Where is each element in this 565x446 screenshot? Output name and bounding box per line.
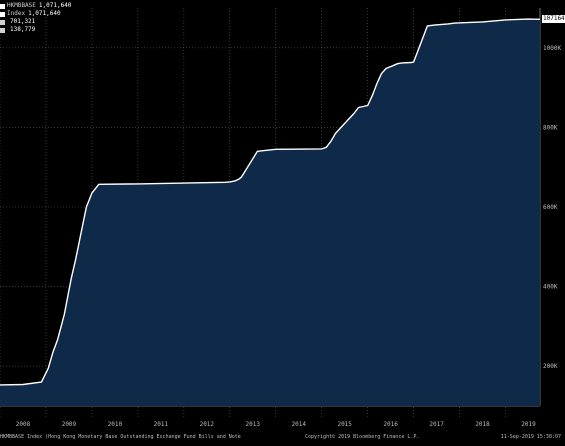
- x-tick-label: 2011: [154, 421, 169, 428]
- y-tick-label: 800K: [543, 124, 558, 131]
- legend-name: HKMBBASE: [7, 2, 36, 9]
- legend-row: 138,779: [0, 26, 71, 34]
- x-tick-label: 2010: [108, 421, 123, 428]
- legend-value: 1,071,640: [28, 10, 61, 17]
- x-tick-label: 2019: [521, 421, 536, 428]
- legend-name: Index: [7, 10, 26, 17]
- x-tick-label: 2018: [475, 421, 490, 428]
- legend-row: HKMBBASE 1,071,640: [0, 2, 71, 10]
- x-tick-label: 2013: [246, 421, 261, 428]
- x-tick-label: 2008: [16, 421, 31, 428]
- y-tick-label: 200K: [543, 363, 558, 370]
- area-fill: [0, 19, 540, 406]
- legend-swatch: [0, 3, 5, 9]
- legend-value: 138,779: [10, 26, 36, 33]
- legend-value: 1,071,640: [38, 2, 72, 9]
- legend: HKMBBASE 1,071,640 Index 1,071,640 701,3…: [0, 2, 71, 34]
- y-tick-label: 1000K: [543, 45, 561, 52]
- x-tick-label: 2016: [383, 421, 398, 428]
- x-tick-label: 2014: [291, 421, 306, 428]
- last-value-label: 1071640: [542, 15, 565, 24]
- footer-left: HKMBBASE Index (Hong Kong Monetary Base …: [0, 434, 241, 440]
- x-tick-label: 2009: [62, 421, 77, 428]
- legend-row: 701,321: [0, 18, 71, 26]
- x-tick-label: 2015: [337, 421, 352, 428]
- y-tick-label: 600K: [543, 204, 558, 211]
- legend-swatch: [0, 27, 5, 33]
- footer-right: 11-Sep-2019 15:38:07: [500, 434, 561, 440]
- legend-row: Index 1,071,640: [0, 10, 71, 18]
- legend-swatch: [0, 11, 5, 17]
- legend-swatch: [0, 19, 5, 25]
- x-tick-label: 2012: [200, 421, 215, 428]
- y-tick-label: 400K: [543, 284, 558, 291]
- series-line: [0, 18, 541, 386]
- legend-value: 701,321: [10, 18, 36, 25]
- footer-center: Copyright© 2019 Bloomberg Finance L.P.: [305, 434, 420, 440]
- x-tick-label: 2017: [429, 421, 444, 428]
